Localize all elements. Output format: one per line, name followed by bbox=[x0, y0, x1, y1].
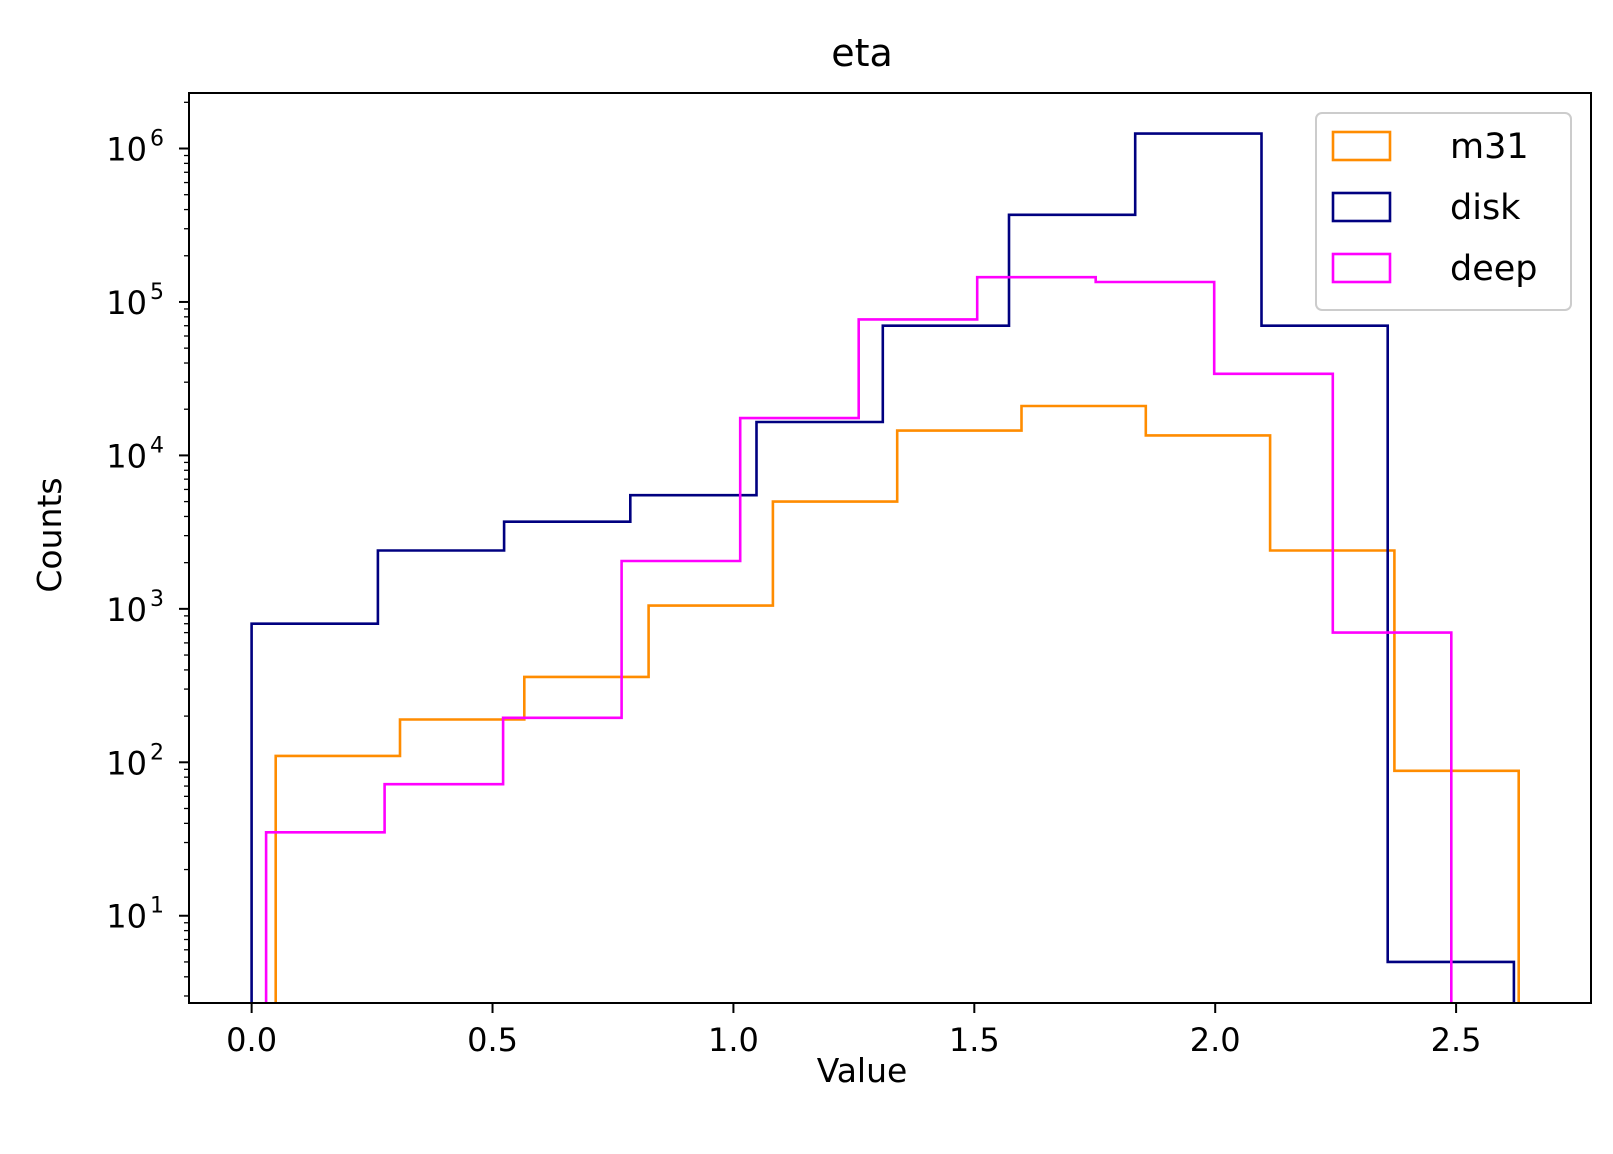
y-tick-exponent: 4 bbox=[150, 433, 164, 458]
x-tick-label: 1.5 bbox=[949, 1021, 1000, 1059]
legend-swatch-m31 bbox=[1331, 130, 1392, 162]
y-tick-exponent: 1 bbox=[150, 894, 164, 919]
series-deep-step bbox=[264, 275, 1453, 1003]
x-tick-label: 0.0 bbox=[226, 1021, 277, 1059]
y-tick-exponent: 2 bbox=[150, 740, 164, 765]
legend-swatch-disk bbox=[1331, 191, 1392, 223]
y-tick-label: 10 bbox=[106, 744, 147, 782]
x-axis-label: Value bbox=[817, 1051, 908, 1090]
y-tick-label: 10 bbox=[106, 591, 147, 629]
legend-label-m31: m31 bbox=[1450, 127, 1529, 167]
x-tick-label: 2.0 bbox=[1190, 1021, 1241, 1059]
series-disk-step bbox=[250, 132, 1516, 1003]
x-tick-label: 1.0 bbox=[708, 1021, 759, 1059]
y-tick-label: 10 bbox=[106, 131, 147, 169]
y-tick-exponent: 5 bbox=[150, 280, 164, 305]
y-tick-exponent: 3 bbox=[150, 587, 164, 612]
plot-frame bbox=[188, 92, 1592, 1004]
y-tick-label: 10 bbox=[106, 284, 147, 322]
legend: m31 disk deep bbox=[1315, 112, 1572, 311]
legend-label-deep: deep bbox=[1450, 249, 1538, 289]
legend-swatch-deep bbox=[1331, 252, 1392, 284]
y-axis-label: Counts bbox=[30, 477, 69, 592]
x-tick-label: 0.5 bbox=[467, 1021, 518, 1059]
y-tick-label: 10 bbox=[106, 437, 147, 475]
x-tick-label: 2.5 bbox=[1431, 1021, 1482, 1059]
x-axis: 0.0 0.5 1.0 1.5 2.0 2.5 bbox=[226, 1003, 1482, 1059]
y-tick-exponent: 6 bbox=[150, 127, 164, 152]
chart-title: eta bbox=[831, 31, 893, 75]
legend-box bbox=[1315, 112, 1572, 311]
plot-area bbox=[188, 92, 1592, 1004]
y-tick-label: 10 bbox=[106, 898, 147, 936]
legend-label-disk: disk bbox=[1450, 188, 1521, 228]
